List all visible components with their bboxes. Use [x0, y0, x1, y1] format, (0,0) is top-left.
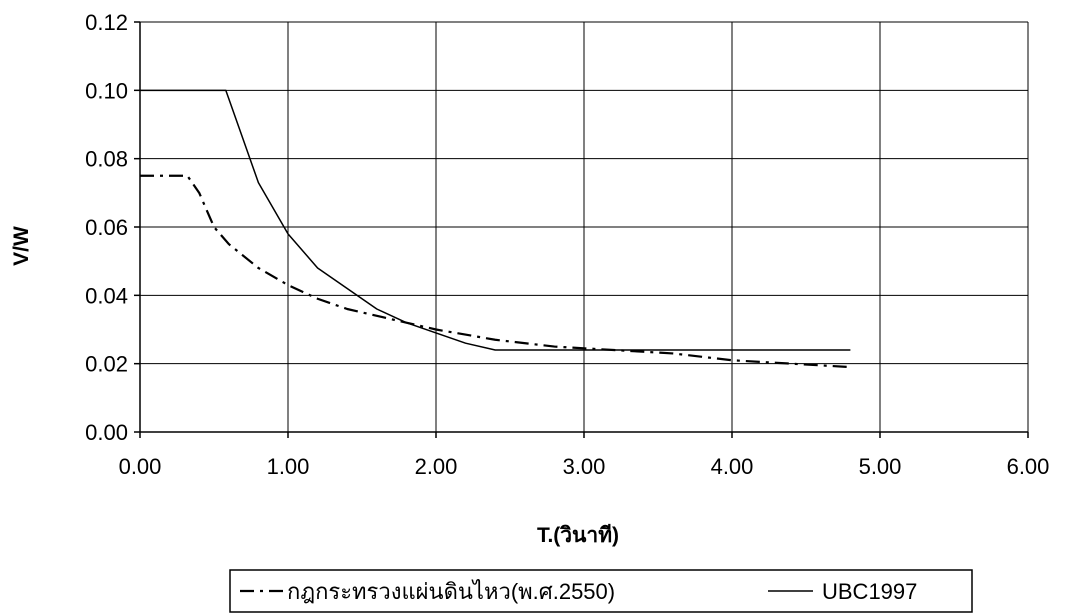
x-tick-label-4: 4.00: [711, 454, 754, 479]
y-tick-label-5: 0.10: [85, 78, 128, 103]
series-line-1: [140, 174, 851, 369]
x-tick-label-6: 6.00: [1007, 454, 1050, 479]
x-tick-label-5: 5.00: [859, 454, 902, 479]
y-tick-label-4: 0.08: [85, 147, 128, 172]
y-tick-label-6: 0.12: [85, 10, 128, 35]
x-axis-title: T.(วินาที): [537, 523, 619, 547]
y-tick-label-0: 0.00: [85, 420, 128, 445]
y-tick-label-1: 0.02: [85, 352, 128, 377]
legend-box: [229, 569, 973, 613]
legend-label-series-1: กฎกระทรวงแผ่นดินไหว(พ.ศ.2550): [287, 579, 615, 604]
x-tick-label-3: 3.00: [563, 454, 606, 479]
x-tick-label-1: 1.00: [267, 454, 310, 479]
x-tick-label-2: 2.00: [415, 454, 458, 479]
y-tick-label-2: 0.04: [85, 283, 128, 308]
grid-lines: [140, 21, 1029, 432]
y-tick-label-3: 0.06: [85, 215, 128, 240]
y-axis-title: V/W: [10, 226, 33, 266]
x-tick-label-0: 0.00: [119, 454, 162, 479]
series-lines: [140, 89, 851, 369]
series-line-2: [140, 89, 851, 351]
legend: กฎกระทรวงแผ่นดินไหว(พ.ศ.2550) UBC1997: [229, 569, 973, 613]
legend-label-series-2: UBC1997: [822, 579, 917, 604]
tick-labels: 0.00 0.02 0.04 0.06 0.08 0.10 0.12 0.00 1.00 2.00…: [85, 10, 1049, 479]
